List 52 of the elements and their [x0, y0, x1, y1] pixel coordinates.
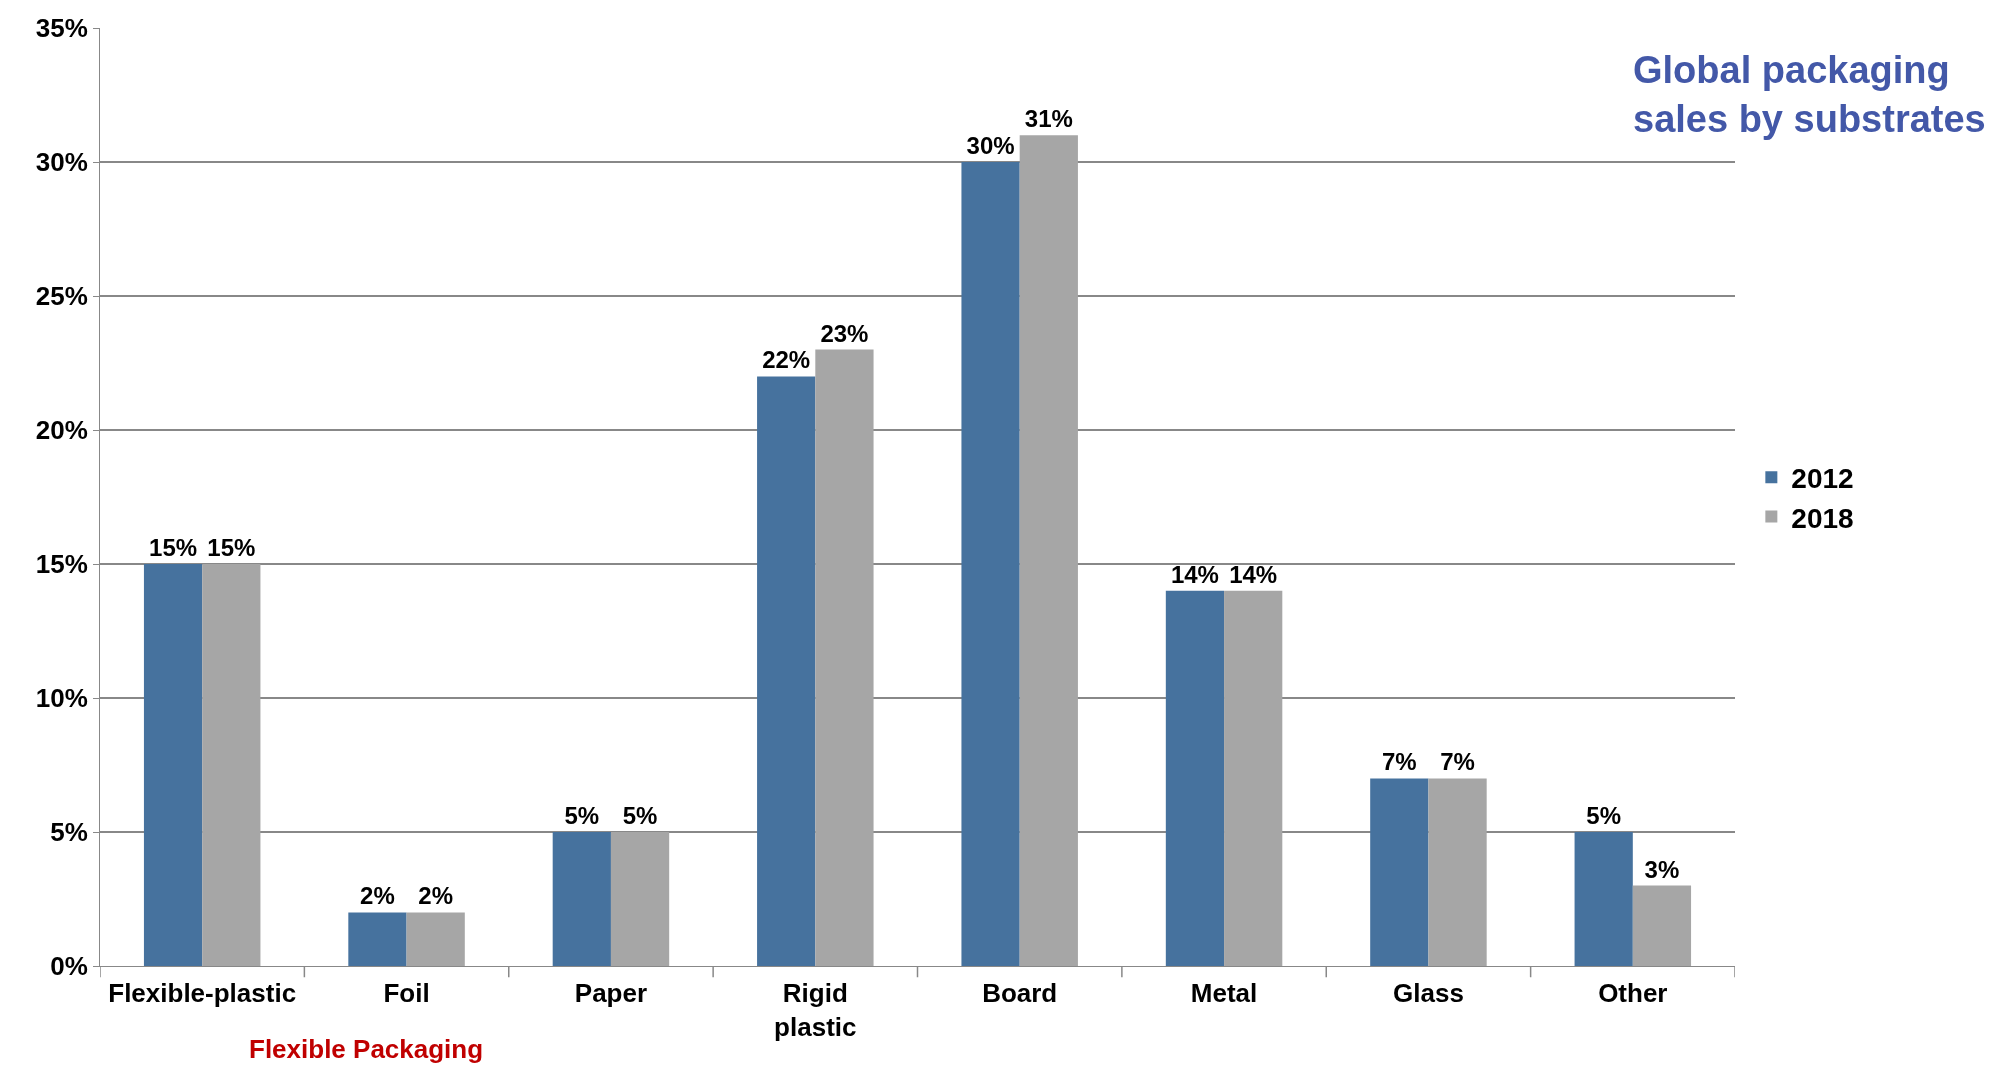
x-tick-label: Foil — [383, 978, 430, 1009]
bar — [610, 832, 670, 966]
bar — [757, 376, 816, 966]
data-label: 14% — [1170, 560, 1219, 588]
bar — [1019, 135, 1078, 966]
text: Global packaging sales by substrates — [1633, 49, 1986, 141]
data-label: 5% — [622, 802, 658, 829]
y-tick-label: 25% — [35, 281, 88, 312]
data-label: 7% — [1440, 748, 1475, 776]
bar — [1428, 778, 1487, 966]
data-label: 30% — [966, 132, 1015, 159]
x-tick-label: Rigid plastic — [774, 978, 857, 1042]
data-label: 5% — [564, 802, 600, 829]
y-tick-label: 10% — [35, 683, 88, 714]
data-label: 2% — [360, 882, 395, 910]
bar — [961, 162, 1020, 966]
bar — [1224, 590, 1283, 966]
bar — [1632, 885, 1692, 966]
bar — [143, 564, 203, 966]
data-label: 5% — [1586, 802, 1622, 829]
bar — [1370, 778, 1429, 966]
x-tick-label: Board — [982, 978, 1058, 1009]
x-tick-label: Glass — [1393, 978, 1464, 1009]
x-tick-label: Metal — [1190, 978, 1258, 1009]
data-label: 2% — [418, 882, 454, 910]
x-tick-label: Flexible-plastic — [108, 978, 297, 1009]
data-label: 7% — [1381, 748, 1417, 776]
data-label: 15% — [149, 534, 198, 561]
bar — [552, 832, 611, 966]
bar — [815, 349, 874, 966]
y-tick-label: 35% — [35, 13, 88, 44]
bar — [202, 564, 261, 966]
y-tick-label: 15% — [35, 549, 88, 580]
bar — [348, 912, 407, 966]
data-label: 3% — [1644, 855, 1680, 883]
data-label: 22% — [762, 346, 811, 374]
bar — [406, 912, 465, 966]
text: Flexible Packaging — [249, 1034, 484, 1064]
y-tick-label: 5% — [50, 817, 88, 848]
y-tick-label: 0% — [50, 951, 88, 982]
data-label: 31% — [1024, 105, 1073, 133]
x-tick-label: Other — [1598, 978, 1668, 1009]
bar — [1165, 590, 1225, 966]
x-tick-label: Paper — [574, 978, 648, 1009]
legend-label: 2012 — [1791, 463, 1854, 495]
legend-label: 2018 — [1791, 502, 1854, 534]
y-tick-label: 20% — [35, 415, 88, 446]
data-label: 23% — [820, 319, 869, 347]
data-label: 15% — [207, 534, 256, 561]
bar — [1574, 832, 1633, 966]
data-label: 14% — [1229, 560, 1278, 588]
y-tick-label: 30% — [35, 147, 88, 178]
